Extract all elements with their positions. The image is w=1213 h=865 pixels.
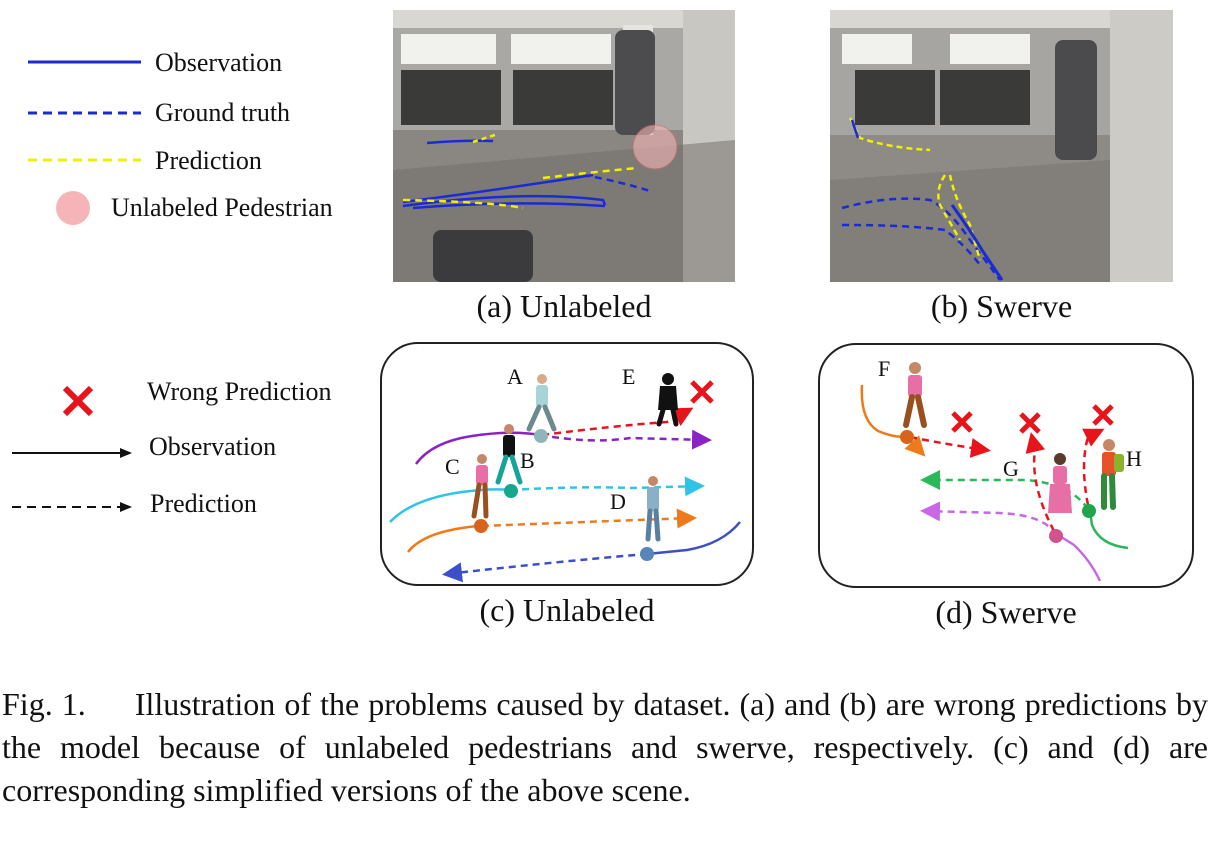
legend-prediction-label: Prediction bbox=[155, 146, 262, 175]
wrong-prediction-track-h bbox=[1082, 428, 1105, 506]
wrong-prediction-track-g bbox=[1025, 432, 1056, 532]
photo-swerve bbox=[830, 10, 1173, 282]
panel-b-caption: (b) Swerve bbox=[930, 288, 1073, 324]
prediction-track-b bbox=[509, 476, 705, 497]
figure-caption-text: Illustration of the problems caused by d… bbox=[2, 686, 1209, 808]
endpoint-f bbox=[900, 430, 914, 444]
panel-c-caption: (c) Unlabeled bbox=[479, 592, 655, 628]
endpoint-c bbox=[474, 519, 488, 533]
pedestrian-e-figure bbox=[656, 373, 679, 427]
top-legend-swatches bbox=[28, 60, 141, 225]
pedestrian-a-figure bbox=[526, 374, 557, 432]
pedestrian-f-label: F bbox=[878, 356, 891, 381]
observation-track-f bbox=[860, 384, 907, 439]
pedestrian-a-label: A bbox=[507, 364, 523, 389]
legend-ground-truth-label: Ground truth bbox=[155, 98, 291, 127]
wrong-prediction-icon-h bbox=[1092, 404, 1114, 426]
pedestrian-c-label: C bbox=[445, 454, 460, 479]
endpoint-a bbox=[534, 429, 548, 443]
pedestrian-h-figure bbox=[1101, 439, 1124, 510]
figure-caption: Fig. 1. Illustration of the problems cau… bbox=[2, 683, 1208, 812]
bottom-legend-arrows bbox=[12, 448, 132, 512]
wrong-prediction-track-f bbox=[909, 435, 991, 458]
endpoint-d bbox=[640, 547, 654, 561]
wrong-prediction-icon-g bbox=[1019, 412, 1041, 434]
figure-number: Fig. 1. bbox=[2, 686, 86, 722]
panel-a-caption: (a) Unlabeled bbox=[476, 288, 652, 324]
wrong-prediction-icon-f bbox=[951, 411, 973, 433]
diagram-swerve: F G H bbox=[818, 343, 1194, 588]
observation-track-a bbox=[414, 431, 541, 465]
pedestrian-e-label: E bbox=[622, 364, 636, 389]
pedestrian-c-figure bbox=[471, 454, 489, 519]
pedestrian-f-figure bbox=[903, 362, 927, 428]
prediction-track-d bbox=[442, 552, 648, 583]
endpoint-g bbox=[1049, 529, 1063, 543]
observation-track-d bbox=[646, 521, 741, 556]
pedestrian-d-figure bbox=[645, 476, 661, 542]
pedestrian-h-label: H bbox=[1126, 446, 1142, 471]
unlabeled-swatch bbox=[56, 191, 90, 225]
legend-observation-label: Observation bbox=[155, 48, 283, 77]
legend-prediction-arrow-label: Prediction bbox=[150, 489, 257, 518]
pedestrian-b-figure bbox=[495, 424, 523, 485]
observation-track-b bbox=[389, 488, 511, 523]
diagram-unlabeled: A B C D E bbox=[380, 342, 754, 586]
wrong-prediction-track-e bbox=[541, 407, 694, 437]
wrong-prediction-icon bbox=[62, 385, 94, 417]
pedestrian-g-figure bbox=[1048, 453, 1072, 513]
observation-track-c bbox=[407, 524, 483, 553]
panel-d-caption: (d) Swerve bbox=[935, 594, 1077, 630]
pedestrian-b-label: B bbox=[520, 448, 535, 473]
legend-unlabeled-label: Unlabeled Pedestrian bbox=[111, 193, 333, 222]
pedestrian-d-label: D bbox=[610, 489, 626, 514]
wrong-prediction-icon-e bbox=[690, 380, 714, 404]
prediction-track-a bbox=[539, 429, 712, 450]
pedestrian-g-label: G bbox=[1003, 456, 1019, 481]
observation-track-h bbox=[1088, 510, 1129, 550]
endpoint-h bbox=[1082, 504, 1096, 518]
legend-observation-arrow-label: Observation bbox=[149, 432, 277, 461]
photo-unlabeled bbox=[393, 10, 735, 282]
observation-track-g bbox=[1057, 533, 1102, 582]
endpoint-b bbox=[504, 484, 518, 498]
prediction-track-c bbox=[481, 508, 697, 529]
prediction-track-g bbox=[920, 501, 1058, 536]
legend-wrong-label: Wrong Prediction bbox=[147, 377, 332, 406]
